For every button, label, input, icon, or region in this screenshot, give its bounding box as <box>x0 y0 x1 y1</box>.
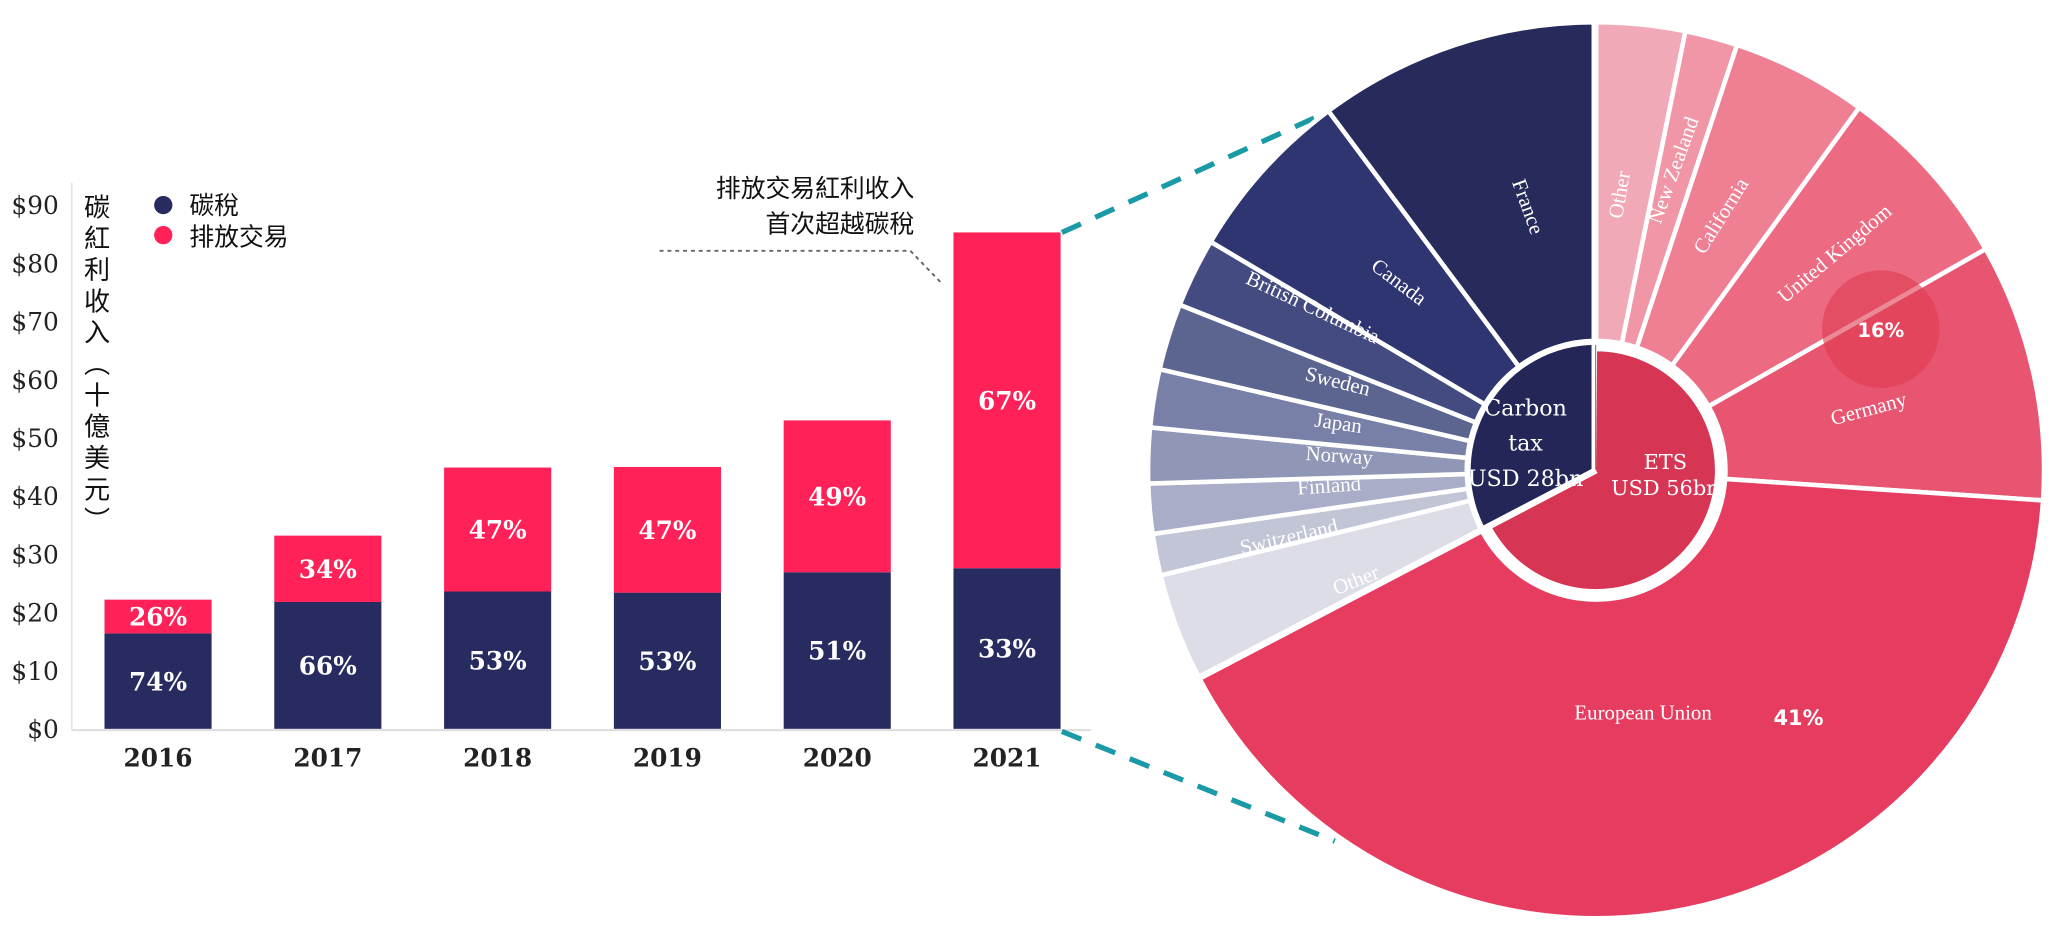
bar-ets <box>783 420 891 573</box>
connector-bottom <box>1060 729 1336 844</box>
carbon-tax-center-label: tax <box>1508 431 1543 457</box>
annotation: 排放交易紅利收入 首次超越碳稅 <box>659 174 944 286</box>
inner-slice-ets <box>1490 351 1715 590</box>
highlight-marker <box>1822 270 1940 388</box>
y-axis-title: 碳紅利收入（十億美元） <box>79 193 110 538</box>
x-tick-label: 2019 <box>633 744 702 773</box>
legend-label-carbon-tax: 碳稅 <box>189 191 239 220</box>
bar-carbon-tax <box>104 633 212 729</box>
divider <box>1197 467 1598 681</box>
x-tick-label: 2021 <box>973 744 1042 773</box>
y-tick-label: $70 <box>11 308 58 337</box>
bar-carbon-tax <box>783 572 891 729</box>
bar-carbon-tax <box>444 591 552 729</box>
bar-carbon-tax <box>953 568 1061 729</box>
y-tick-label: $90 <box>11 191 58 220</box>
bar-data-label: 49% <box>808 482 866 511</box>
bar-ets <box>444 467 552 592</box>
bar-data-label: 33% <box>978 635 1036 664</box>
highlight-label: 16% <box>1857 319 1904 342</box>
bar-data-label: 53% <box>638 647 696 676</box>
x-tick-label: 2018 <box>463 744 532 773</box>
y-tick-label: $50 <box>11 424 58 453</box>
bar-data-label: 34% <box>299 555 357 584</box>
bar-ets <box>613 466 721 593</box>
inner-slice-carbon-tax <box>1470 344 1597 528</box>
y-tick-label: $10 <box>11 657 58 686</box>
bar-data-label: 51% <box>808 637 866 666</box>
connector-lines <box>1060 108 1336 844</box>
y-tick-label: $40 <box>11 482 58 511</box>
legend-label-ets: 排放交易 <box>189 223 288 252</box>
slice-label: Norway <box>1305 441 1374 470</box>
y-tick-label: $0 <box>27 715 59 744</box>
bar-ets <box>953 232 1061 569</box>
bar-data-label: 26% <box>129 603 187 632</box>
legend-marker-ets <box>154 225 173 245</box>
annotation-leader-line <box>659 249 944 286</box>
legend-marker-carbon-tax <box>154 195 173 215</box>
bar-ets <box>104 599 212 634</box>
annotation-line-2: 首次超越碳稅 <box>765 210 914 239</box>
bar-carbon-tax <box>274 601 382 729</box>
bar-chart: $0 $10 $20 $30 $40 $50 $60 $70 $80 $90 74% 26% 2016 6… <box>11 182 1091 773</box>
carbon-tax-center-label: Carbon <box>1484 395 1567 421</box>
x-tick-label: 2016 <box>124 744 193 773</box>
annotation-line-1: 排放交易紅利收入 <box>716 174 914 203</box>
connector-top <box>1060 108 1331 235</box>
y-tick-label: $60 <box>11 366 58 395</box>
eu-share-label: 41% <box>1774 706 1824 730</box>
bar-ets <box>274 535 382 602</box>
y-tick-label: $20 <box>11 599 58 628</box>
carbon-tax-center-label: USD 28bn <box>1468 466 1583 492</box>
slice-label: Finland <box>1296 471 1362 499</box>
x-tick-label: 2020 <box>803 744 872 773</box>
bar-data-label: 47% <box>638 516 696 545</box>
bar-data-label: 53% <box>469 646 527 675</box>
ets-center-label: ETS <box>1644 450 1687 474</box>
bar-data-label: 47% <box>469 516 527 545</box>
legend: 碳稅 排放交易 <box>154 191 289 252</box>
y-tick-label: $80 <box>11 249 58 278</box>
y-tick-label: $30 <box>11 540 58 569</box>
x-tick-label: 2017 <box>293 744 362 773</box>
bar-data-label: 74% <box>129 667 187 696</box>
bar-data-label: 67% <box>978 386 1036 415</box>
ets-center-label: USD 56bn <box>1611 476 1720 500</box>
slice-label: European Union <box>1574 701 1712 725</box>
bar-carbon-tax <box>613 592 721 729</box>
bar-data-label: 66% <box>299 652 357 681</box>
